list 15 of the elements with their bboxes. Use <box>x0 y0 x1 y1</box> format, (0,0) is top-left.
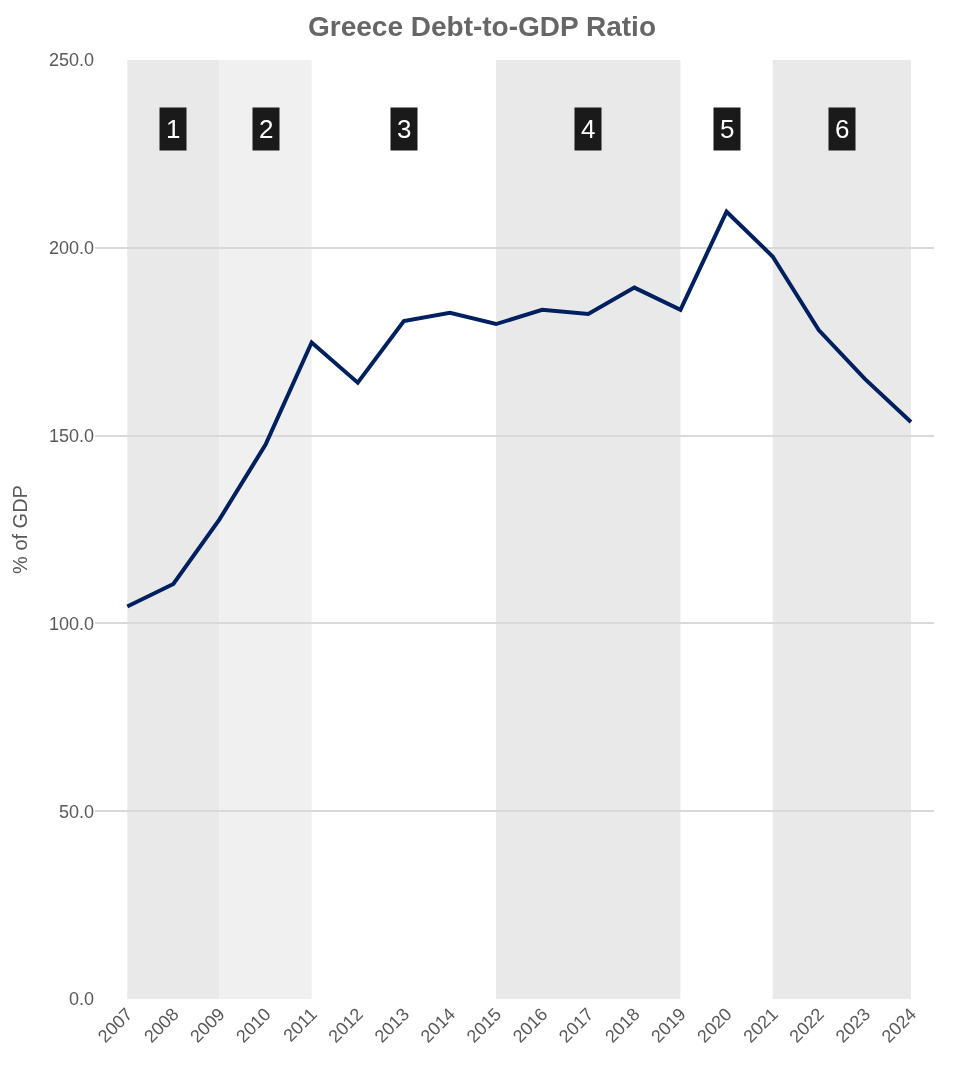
band-label: 6 <box>835 114 850 144</box>
line-series <box>125 209 913 609</box>
band-label: 2 <box>259 114 274 144</box>
y-tick-label: 150.0 <box>48 425 94 446</box>
y-tick-label: 200.0 <box>48 238 94 259</box>
y-tick-label: 50.0 <box>58 801 94 822</box>
y-axis-title: % of GDP <box>9 485 32 574</box>
annotation: 3 <box>397 114 412 144</box>
y-tick-label: 250.0 <box>48 50 94 71</box>
band-label: 4 <box>581 114 596 144</box>
y-tick-label: 0.0 <box>68 989 94 1010</box>
band-label: 1 <box>166 114 181 144</box>
chart-title: Greece Debt-to-GDP Ratio <box>308 10 656 42</box>
y-tick-label: 100.0 <box>48 613 94 634</box>
annotation: 5 <box>720 114 735 144</box>
